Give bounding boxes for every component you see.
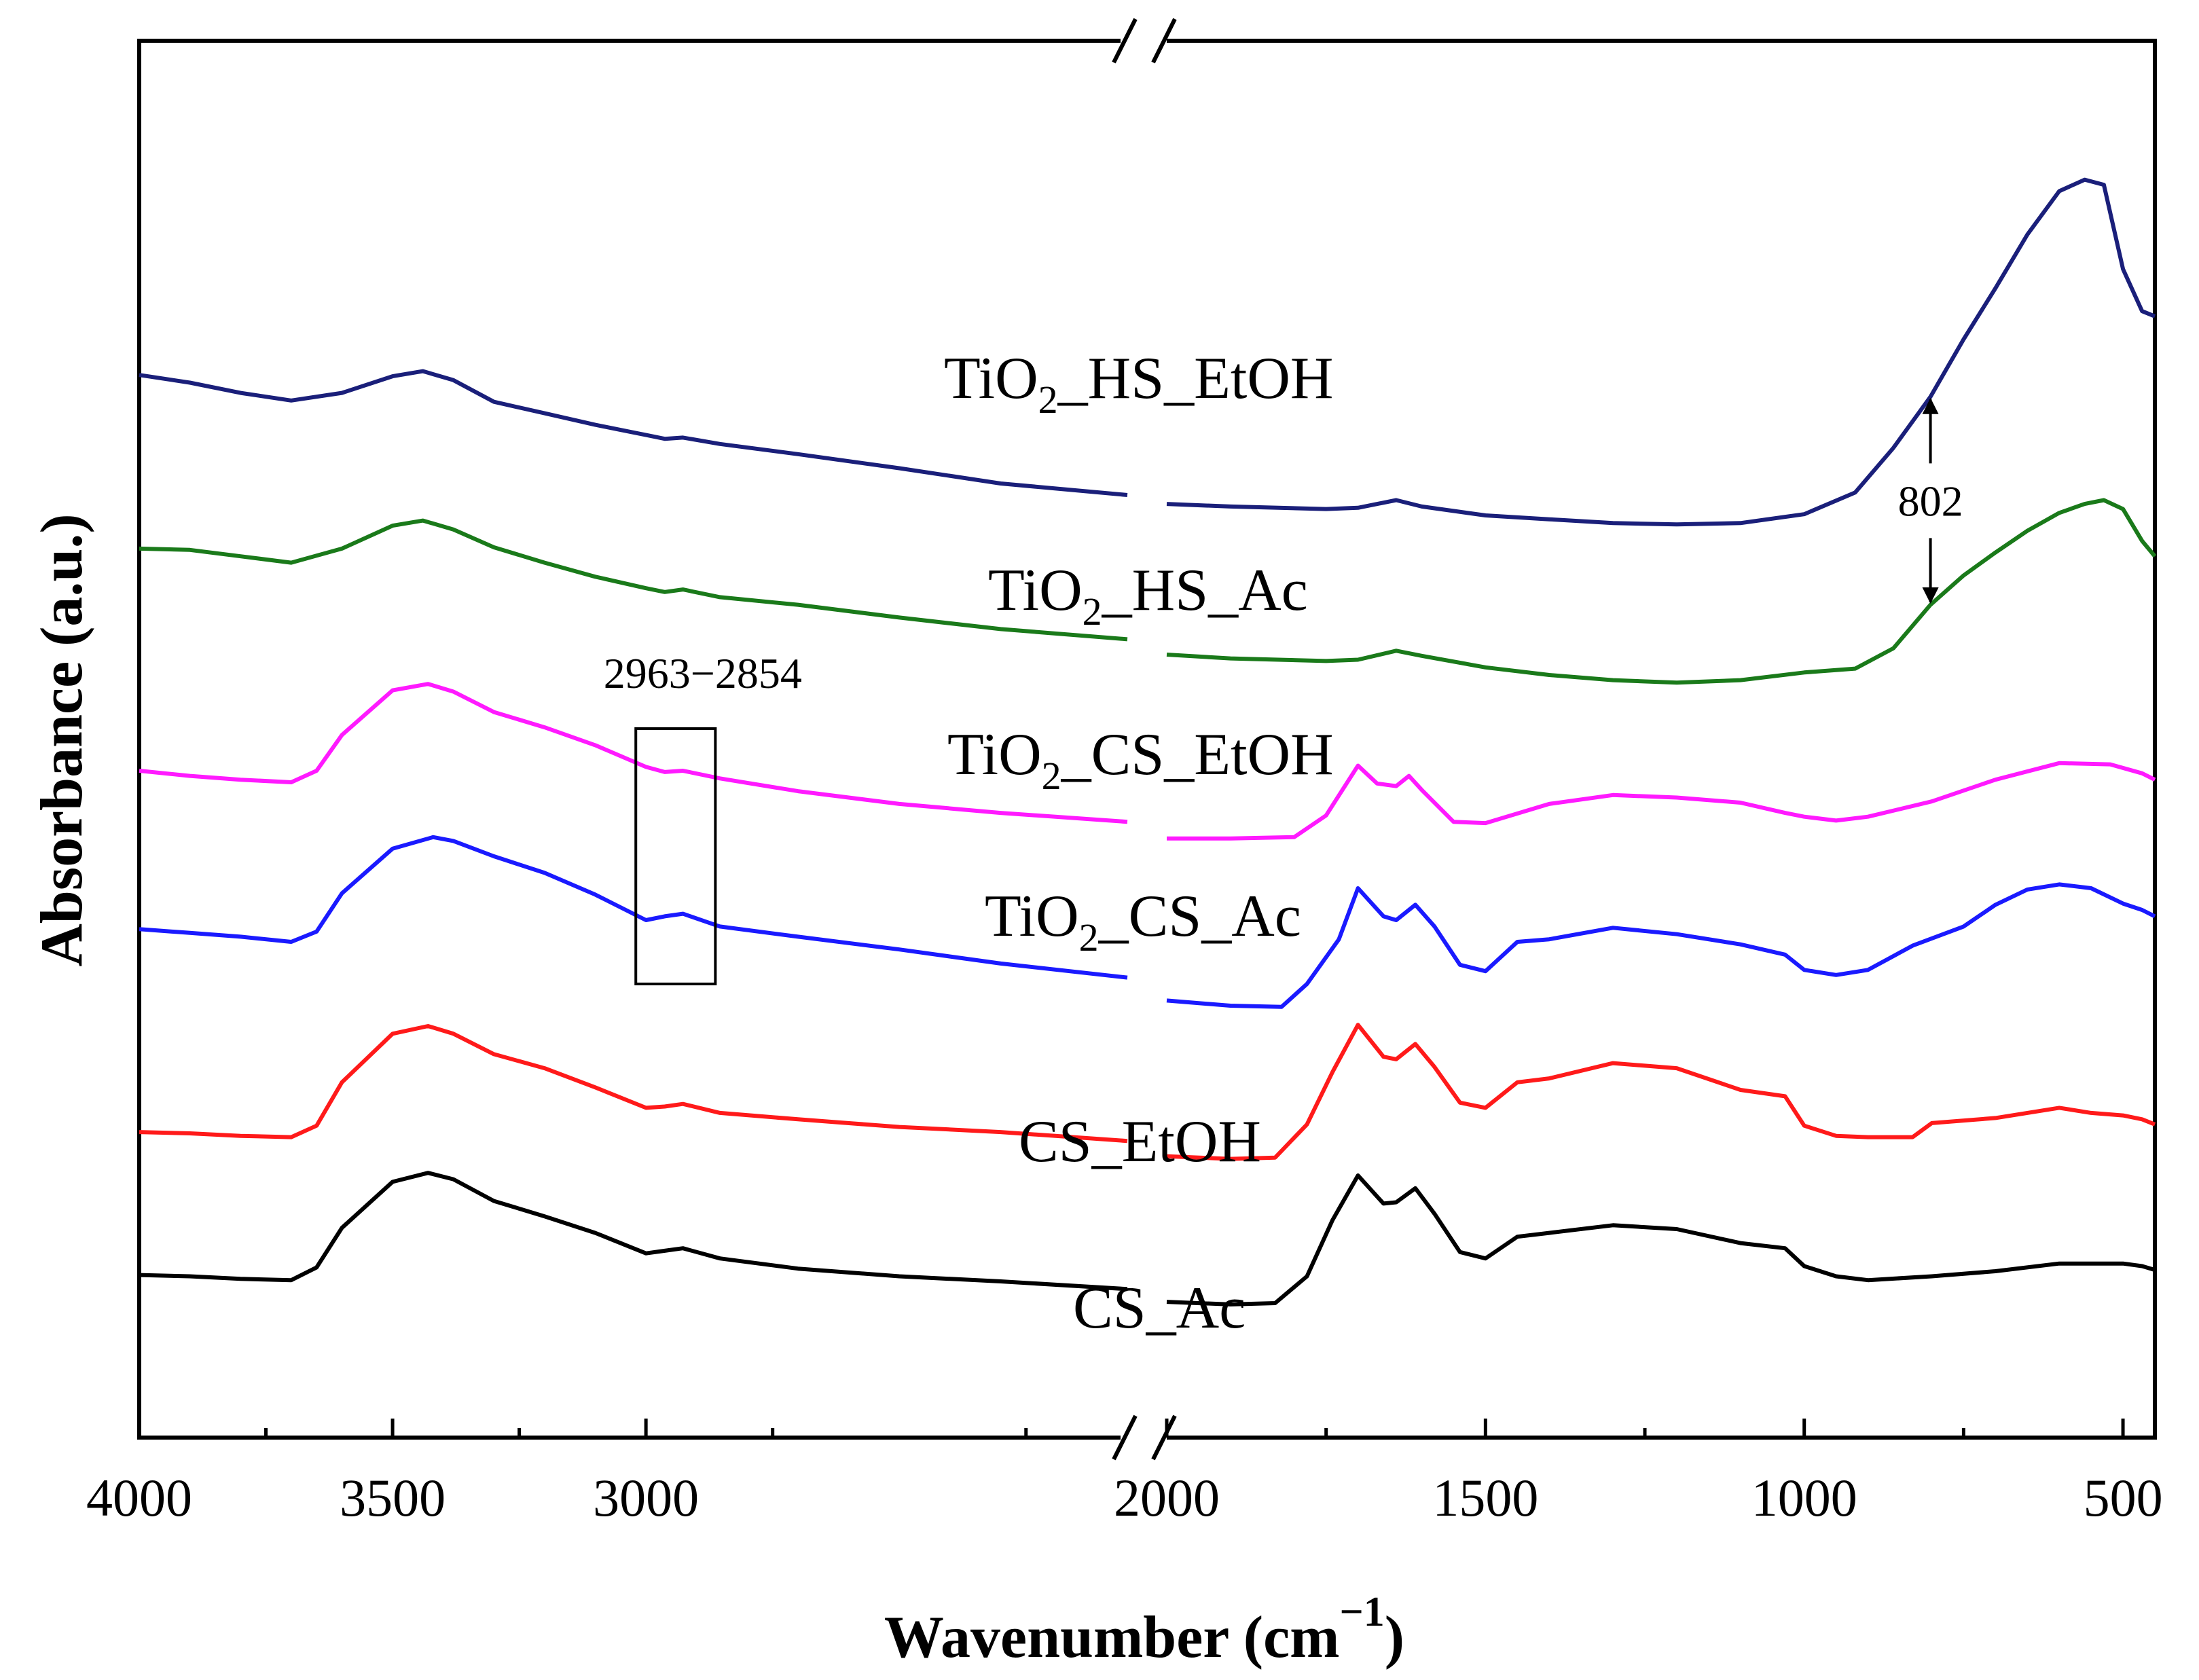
x-tick-label: 1500	[1432, 1468, 1538, 1527]
axis-break-mark-bottom-1	[1112, 1414, 1138, 1461]
x-tick-label: 500	[2084, 1468, 2163, 1527]
series-labels: TiO2_HS_EtOH TiO2_HS_Ac TiO2_CS_EtOH TiO…	[944, 346, 1334, 1341]
label-cs-etoh: CS_EtOH	[1019, 1109, 1261, 1175]
axis-break-mark-top-1	[1112, 18, 1138, 64]
axis-break-mark-bottom-2	[1151, 1414, 1177, 1461]
series-line-tio2-hs-ac-right	[1166, 498, 2157, 685]
series-line-tio2-hs-etoh-right	[1166, 177, 2156, 527]
series-line-tio2-hs-etoh-left	[139, 369, 1128, 497]
label-tio2-hs-ac: TiO2_HS_Ac	[988, 558, 1308, 634]
label-tio2-hs-etoh: TiO2_HS_EtOH	[944, 346, 1333, 422]
series-line-cs-etoh-right	[1166, 1023, 2156, 1161]
axis-break-mark-top-2	[1151, 18, 1177, 64]
x-tick-label: 3500	[340, 1468, 446, 1527]
x-axis-ticks: 4000 3500 3000 2000 1500 1000 500	[86, 1419, 2163, 1527]
annotation-label-802: 802	[1898, 477, 1963, 525]
x-tick-label: 4000	[86, 1468, 192, 1527]
label-cs-ac: CS_Ac	[1073, 1275, 1246, 1341]
series-line-cs-ac-right	[1166, 1173, 2156, 1307]
label-tio2-cs-etoh: TiO2_CS_EtOH	[947, 722, 1334, 798]
series-line-tio2-cs-ac-left	[139, 835, 1128, 980]
annotations: 2963−2854 802	[604, 397, 1963, 985]
x-tick-label: 1000	[1751, 1468, 1857, 1527]
series-line-cs-ac-left	[139, 1171, 1128, 1292]
plot-frame	[137, 18, 2157, 1461]
annotation-box-2963-2854	[634, 727, 717, 985]
y-axis-title: Absorbance (a.u.)	[29, 513, 95, 966]
series-line-tio2-cs-ac-right	[1166, 882, 2156, 1009]
series-line-cs-etoh-left	[139, 1024, 1128, 1144]
x-tick-label: 2000	[1114, 1468, 1220, 1527]
x-axis-title: Wavenumber (cm−1)	[884, 1589, 1404, 1670]
annotation-label-2963-2854: 2963−2854	[604, 649, 802, 697]
label-tio2-cs-ac: TiO2_CS_Ac	[985, 883, 1301, 960]
series-line-tio2-cs-etoh-left	[139, 682, 1128, 824]
x-tick-label: 3000	[593, 1468, 699, 1527]
series-layer	[139, 177, 2157, 1307]
series-line-tio2-cs-etoh-right	[1167, 761, 2156, 841]
series-line-tio2-hs-ac-left	[139, 518, 1128, 642]
